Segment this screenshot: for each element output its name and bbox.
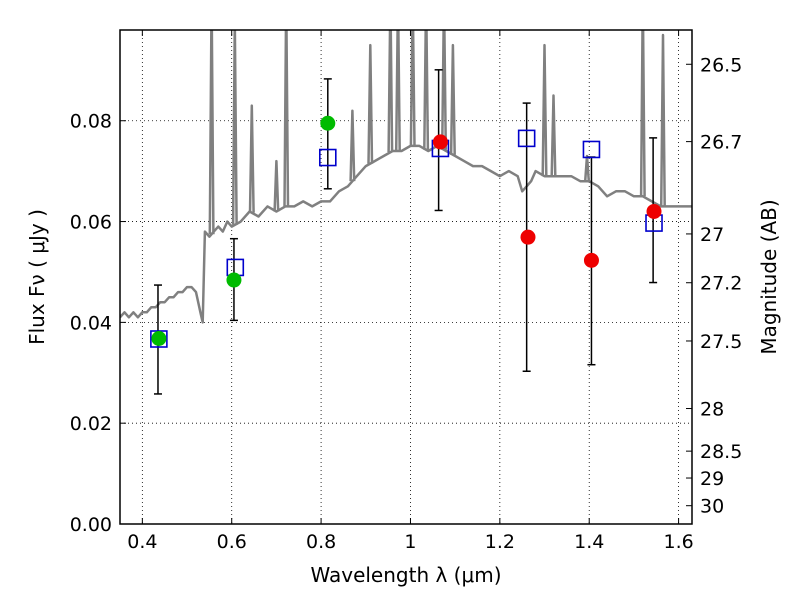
y2-tick-label: 27.5	[700, 331, 742, 353]
emission-line-spike	[583, 154, 591, 182]
emission-line-spike	[349, 109, 356, 182]
x-tick-label: 0.8	[306, 531, 336, 553]
green-data-point	[320, 115, 336, 131]
plot-frame	[119, 29, 693, 525]
emission-line-spike	[273, 159, 280, 212]
emission-line-spike	[639, 30, 646, 197]
emission-line-spike	[283, 30, 290, 207]
y-tick-label: 0.02	[70, 413, 112, 435]
y-tick-label: 0.00	[70, 514, 112, 536]
plot-area	[120, 30, 692, 395]
x-tick-label: 1.4	[574, 531, 604, 553]
grid	[120, 30, 692, 525]
y-tick-label: 0.04	[70, 312, 112, 334]
error-bar	[323, 78, 332, 190]
emission-line-spike	[659, 33, 666, 207]
emission-line-spike	[550, 94, 557, 177]
emission-line-spike	[423, 30, 430, 150]
y2-tick-label: 29	[700, 468, 724, 490]
model-spectrum-line	[120, 144, 692, 324]
model-flux-square	[517, 129, 536, 148]
emission-line-spike	[394, 30, 401, 152]
emission-line-spike	[440, 30, 448, 150]
green-data-point	[151, 330, 167, 346]
y2-tick-label: 27	[700, 224, 724, 246]
emission-line-spike	[541, 43, 548, 177]
y2-tick-label: 30	[700, 496, 724, 518]
x-axis-label: Wavelength λ (μm)	[310, 563, 501, 587]
axis-ticks: 0.4 0.6 0.8 1 1.2 1.4 1.6 0.00 0.02 0.04 0.06 0.08 2…	[70, 30, 742, 553]
y-axis-label: Flux Fν ( μJy )	[25, 209, 49, 345]
x-tick-label: 0.4	[127, 531, 157, 553]
y-tick-label: 0.08	[70, 111, 112, 133]
emission-line-spike	[409, 30, 416, 146]
emission-line-spike	[208, 30, 215, 235]
model-flux-square	[582, 140, 601, 159]
emission-line-spike	[367, 43, 374, 164]
red-data-point	[520, 229, 536, 245]
red-data-point	[432, 134, 448, 150]
x-tick-label: 1.6	[663, 531, 693, 553]
x-tick-label: 0.6	[217, 531, 247, 553]
emission-line-spike	[248, 104, 255, 213]
y2-tick-label: 26.7	[700, 132, 742, 154]
x-tick-label: 1	[404, 531, 416, 553]
green-data-point	[226, 272, 242, 288]
red-data-point	[646, 203, 662, 219]
emission-line-spike	[449, 43, 456, 155]
y2-tick-label: 26.5	[700, 54, 742, 76]
y2-tick-label: 28	[700, 399, 724, 421]
emission-line-spike	[387, 30, 394, 153]
y-tick-label: 0.06	[70, 212, 112, 234]
y2-tick-label: 28.5	[700, 441, 742, 463]
y2-tick-label: 27.2	[700, 273, 742, 295]
model-flux-square	[318, 148, 337, 167]
red-data-point	[583, 252, 599, 268]
y2-axis-label: Magnitude (AB)	[757, 199, 781, 354]
emission-line-spike	[231, 30, 238, 225]
x-tick-label: 1.2	[485, 531, 515, 553]
